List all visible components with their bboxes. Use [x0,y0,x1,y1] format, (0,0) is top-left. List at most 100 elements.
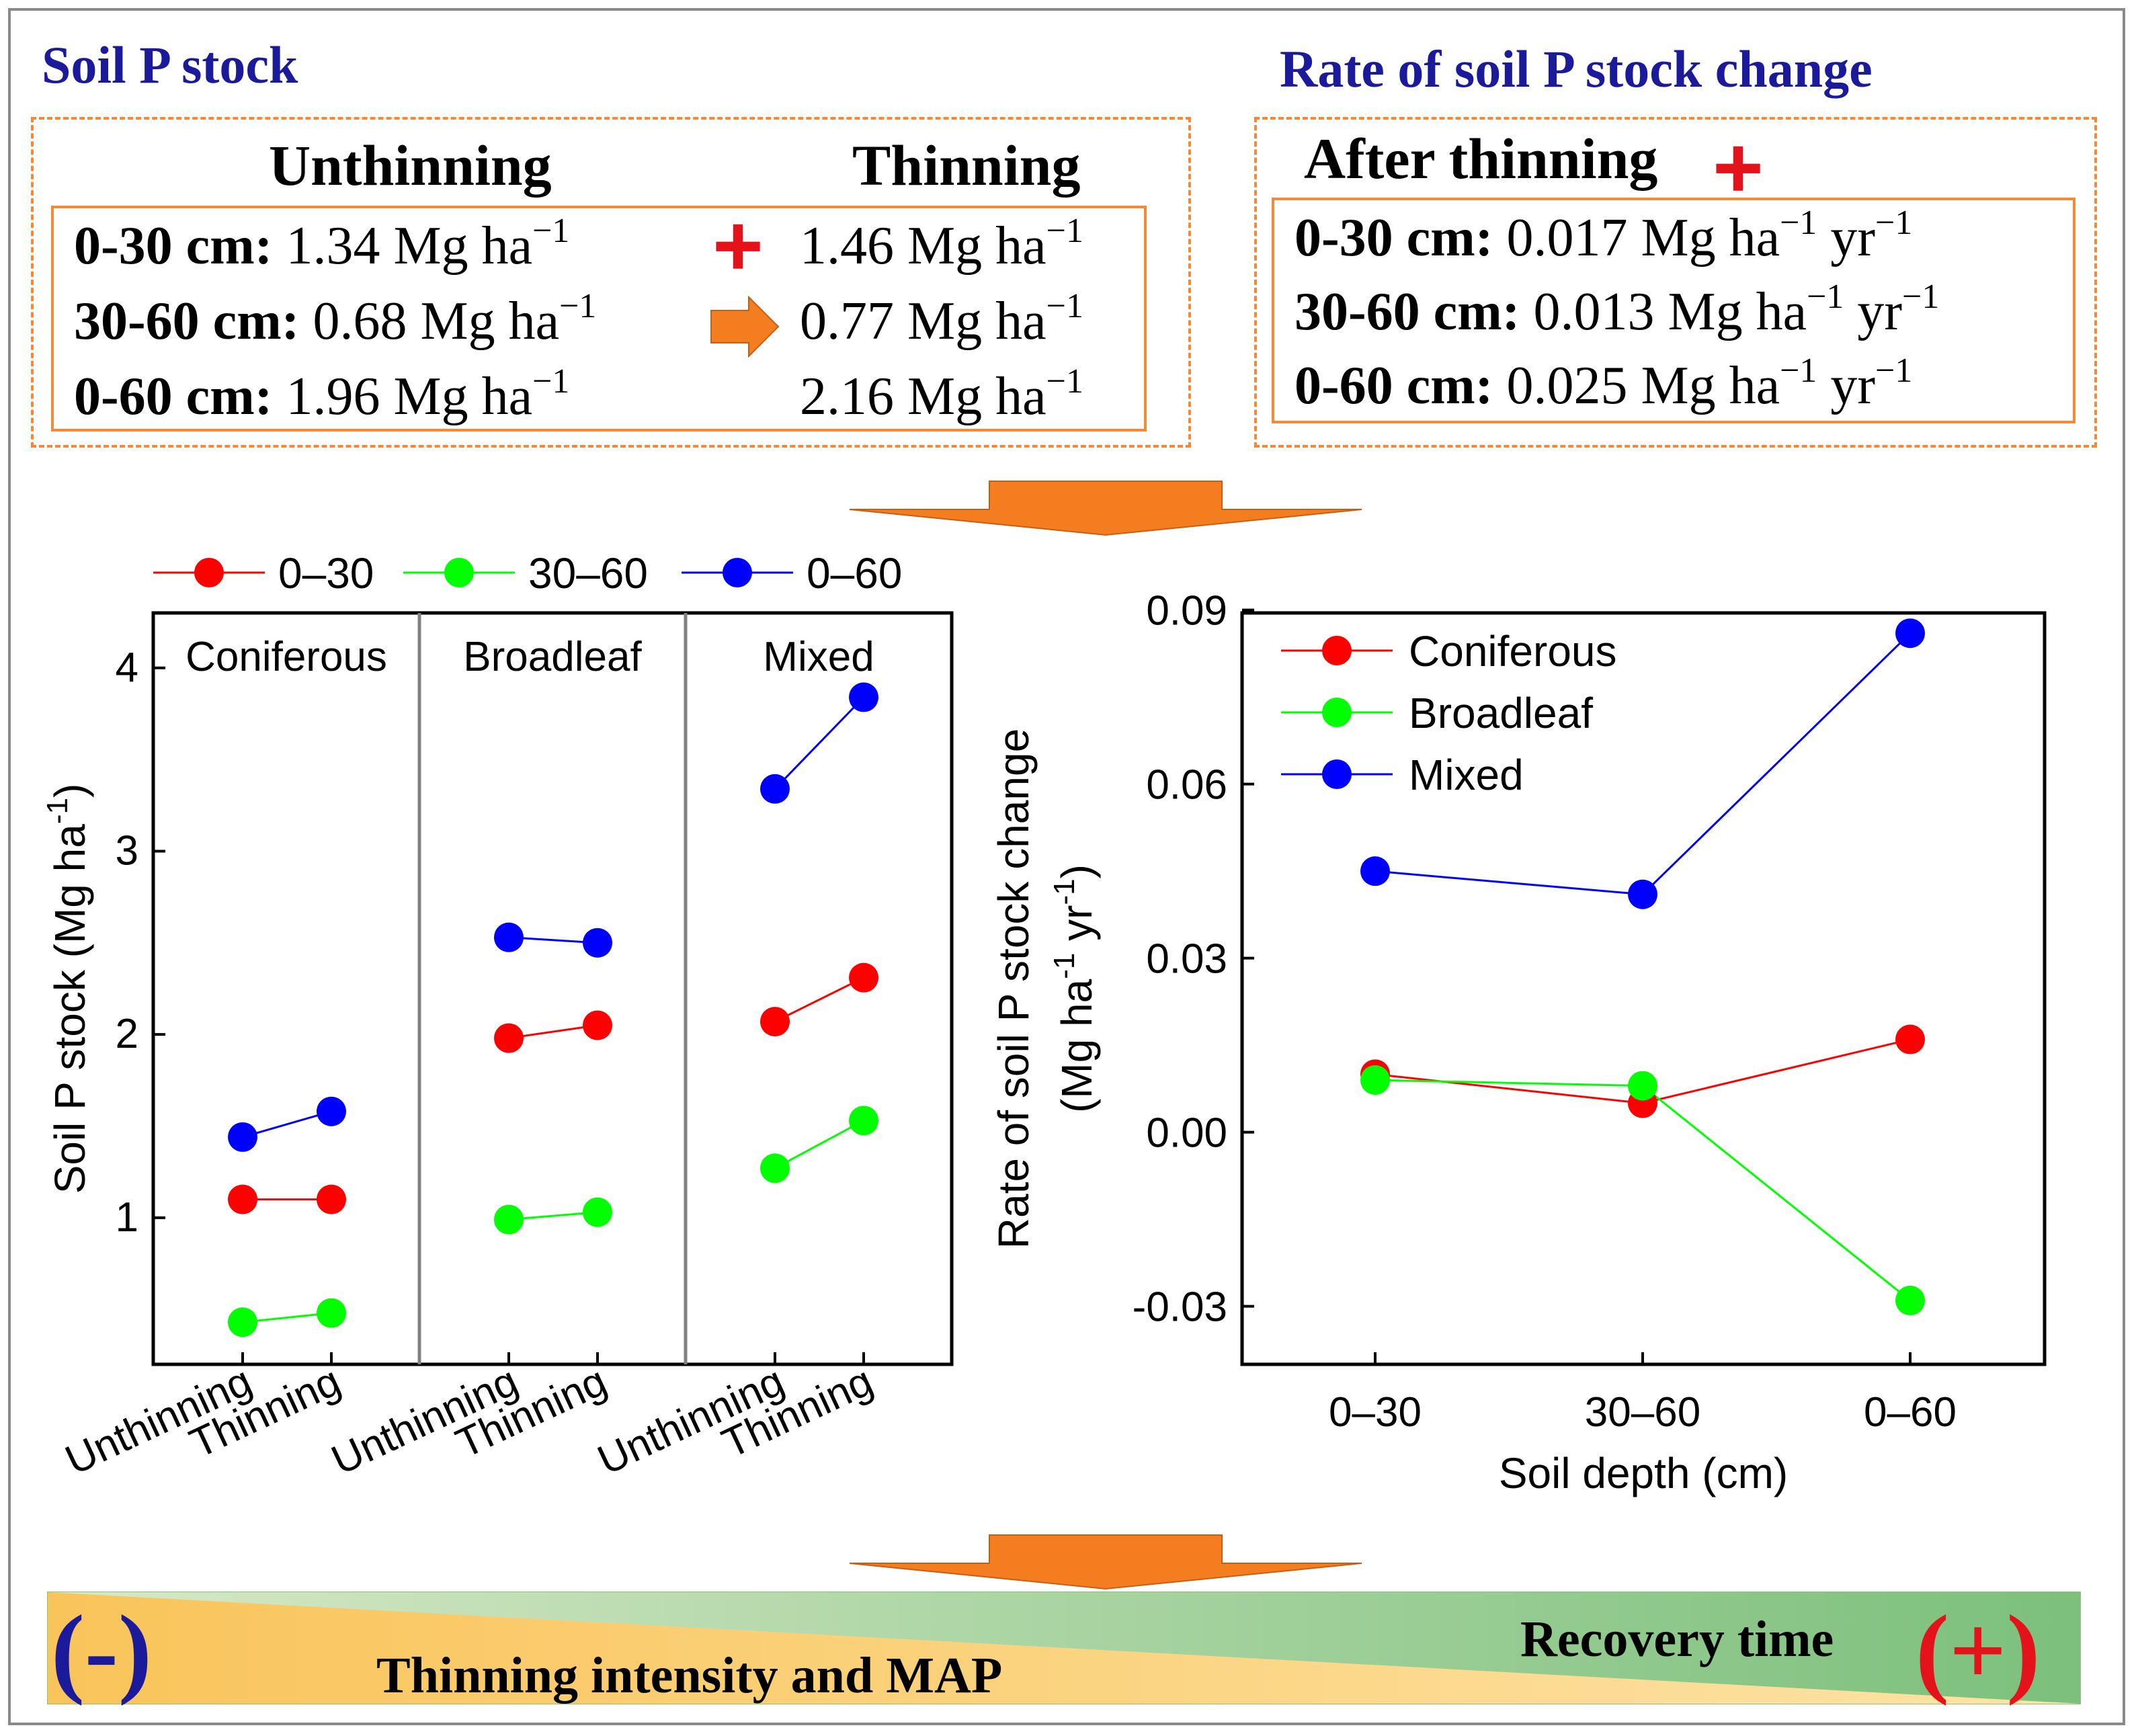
data-point [1895,1286,1925,1316]
legend-marker [1322,636,1352,665]
y-axis-label: Soil P stock (Mg ha-1) [41,784,94,1194]
rate-change-chart: Rate of soil P stock change (Mg ha-1 yr-1… [989,588,2047,1497]
y-tick-label: 0.03 [1146,936,1227,983]
stock-row-0-30: 0-30 cm: 1.34 Mg ha−1 [74,214,569,276]
y-axis-title: Rate of soil P stock change [989,729,1038,1249]
unit-year: yr [1844,282,1903,341]
y-tick-label: 1 [116,1194,138,1241]
unit-exponent: −1 [1875,352,1913,390]
data-point [494,1023,524,1053]
after-thinning-heading: After thinning [1304,126,1658,191]
legend-marker [1322,759,1352,789]
legend-marker [444,558,474,587]
down-arrow-icon [849,481,1362,536]
plot-border [151,611,954,1366]
rate-value: 0.017 Mg ha [1506,208,1780,267]
y-tick-label: 2 [116,1011,138,1057]
plot-border [1240,611,2047,1366]
data-point [849,962,878,993]
data-point [583,1010,612,1040]
legend-label: 30–60 [528,549,648,597]
data-point [494,1204,524,1235]
rate-values-box [1272,198,2076,423]
chart-legend: Coniferous Broadleaf Mixed [1281,627,1617,799]
y-axis-units: (Mg ha-1 yr-1) [1048,864,1101,1113]
unit-exponent: −1 [1902,278,1940,316]
y-axis-title: Soil P stock (Mg ha-1) [41,784,94,1194]
panel-title: Broadleaf [463,634,642,680]
series-line [508,1211,598,1221]
series-line [242,1110,332,1139]
data-point [849,1106,878,1136]
panel-title: Mixed [763,634,874,680]
series-line [242,1312,332,1323]
unit-year: yr [1817,356,1876,415]
thinning-value-30-60: 0.77 Mg ha−1 [800,289,1083,349]
data-point [317,1096,346,1126]
plot-frame [1240,608,2047,1366]
rate-row-0-60: 0-60 cm: 0.025 Mg ha−1 yr−1 [1295,354,1912,415]
data-point [228,1184,257,1214]
figure-frame [8,8,2125,1725]
series-line [774,696,865,790]
chart-legend: 0–30 30–60 0–60 [153,549,902,597]
legend-marker [1322,698,1352,727]
rate-title: Rate of soil P stock change [1280,40,1873,98]
data-point [1895,1024,1925,1055]
data-point [1628,1071,1657,1101]
data-point [583,927,612,958]
y-tick-label: 0.00 [1146,1110,1227,1157]
series-line [508,1024,598,1040]
data-point [228,1307,257,1337]
rate-row-30-60: 30-60 cm: 0.013 Mg ha−1 yr−1 [1295,280,1939,341]
thinning-value: 2.16 Mg ha [800,367,1046,426]
right-arrow-icon [710,296,780,358]
rate-value: 0.025 Mg ha [1506,356,1780,415]
rate-box [1254,117,2097,448]
legend-marker [194,558,224,587]
legend-label: Broadleaf [1409,689,1593,737]
y-tick-label: 4 [116,645,138,691]
data-point [228,1122,257,1152]
y-tick-label: 0.06 [1146,762,1227,809]
rate-value: 0.013 Mg ha [1533,282,1807,341]
y-axis-label: Rate of soil P stock change (Mg ha-1 yr-1… [989,729,1101,1249]
unthinning-value: 1.34 Mg ha [286,216,533,276]
data-point [760,1153,790,1184]
legend-label: 0–60 [807,549,902,597]
unthinning-value: 0.68 Mg ha [313,292,560,351]
row-label: 0-60 cm: [1295,356,1493,415]
legend-label: Coniferous [1409,627,1617,675]
data-point [1360,1065,1390,1095]
axis-labels: -0.03 0.00 0.03 0.06 0.09 0–30 30–60 0–60 Soil d… [1133,588,1957,1497]
thinning-wedge [48,1592,2080,1704]
unit-year: yr [1817,208,1876,267]
y-tick-label: 3 [116,827,138,874]
series-line [508,936,598,944]
plot-frame [151,611,954,1366]
y-tick-label: 0.09 [1146,588,1227,634]
data-point [1360,856,1390,886]
row-label: 30-60 cm: [74,292,300,351]
x-tick-label: 0–60 [1864,1389,1957,1436]
data-point [760,774,790,804]
increase-plus-icon: + [1713,118,1764,216]
series-line [774,977,864,1023]
data-point [1895,618,1925,649]
series-line [774,1120,864,1169]
row-label: 0-30 cm: [74,216,273,276]
legend-label: 0–30 [278,549,374,597]
col-thinning: Thinning [852,133,1081,198]
data-point [583,1197,612,1227]
negative-effect-label: (-) [51,1595,152,1706]
stock-row-30-60: 30-60 cm: 0.68 Mg ha−1 [74,289,596,351]
panel-title: Coniferous [186,634,387,680]
soil-p-stock-chart: 0–30 30–60 0–60 Soil P stock (Mg ha-1) 1 2 3… [41,549,954,1484]
data-point [317,1184,346,1214]
increase-plus-icon: + [712,196,764,294]
unit-exponent: −1 [1780,352,1817,390]
data-points [1360,618,1925,1316]
unit-exponent: −1 [532,362,570,401]
data-point [317,1298,346,1328]
